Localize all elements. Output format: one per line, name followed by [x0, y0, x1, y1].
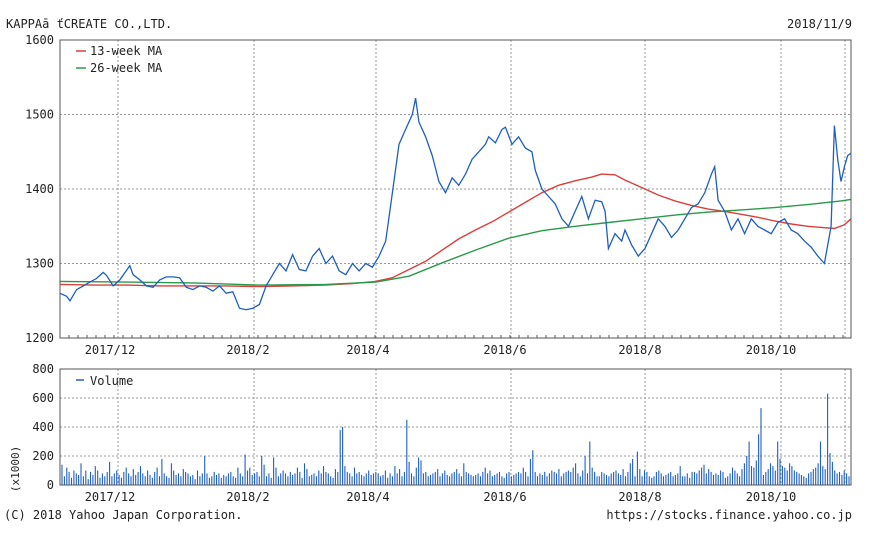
price-y-tick-label: 1400	[25, 182, 54, 196]
price-plot-frame	[59, 39, 852, 339]
price-x-tick-label: 2017/12	[85, 343, 136, 357]
company-name: KAPPAā ťCREATE CO.,LTD.	[6, 17, 172, 31]
volume-plot-frame	[59, 368, 852, 486]
series-line-13-week-ma	[59, 173, 852, 288]
legend-label: 26-week MA	[90, 61, 163, 75]
source-url[interactable]: https://stocks.finance.yahoo.co.jp	[606, 508, 852, 522]
price-panel: 1600 1500 1400 1300 1200 2017/12 2018/2 2018/4 2…	[25, 33, 852, 357]
price-y-tick-label: 1300	[25, 257, 54, 271]
volume-y-tick-label: 0	[47, 478, 54, 492]
legend-label: Volume	[90, 374, 133, 388]
volume-x-tick-label: 2018/6	[483, 490, 526, 504]
volume-panel: 800 600 400 200 0 2017/12 2018/2 2018/4 2018/6 20…	[9, 362, 852, 504]
legend-label: 13-week MA	[90, 44, 163, 58]
price-y-tick-label: 1600	[25, 33, 54, 47]
volume-y-tick-label: 400	[32, 420, 54, 434]
price-y-tick-label: 1200	[25, 331, 54, 345]
volume-x-tick-label: 2018/8	[618, 490, 661, 504]
volume-y-tick-label: 600	[32, 391, 54, 405]
volume-x-tick-label: 2018/10	[746, 490, 797, 504]
copyright-text: (C) 2018 Yahoo Japan Corporation.	[4, 508, 242, 522]
price-y-tick-label: 1500	[25, 108, 54, 122]
volume-y-tick-label: 800	[32, 362, 54, 376]
volume-y-tick-label: 200	[32, 449, 54, 463]
chart-date: 2018/11/9	[787, 17, 852, 31]
price-x-tick-label: 2018/6	[483, 343, 526, 357]
series-line-price	[59, 97, 852, 311]
series-line-26-week-ma	[59, 198, 852, 286]
price-x-tick-label: 2018/10	[746, 343, 797, 357]
volume-x-tick-label: 2017/12	[85, 490, 136, 504]
volume-unit-label: (x1000)	[9, 446, 22, 492]
price-x-tick-label: 2018/8	[618, 343, 661, 357]
price-x-tick-label: 2018/4	[346, 343, 389, 357]
price-x-tick-label: 2018/2	[226, 343, 269, 357]
volume-x-tick-label: 2018/4	[346, 490, 389, 504]
volume-x-tick-label: 2018/2	[226, 490, 269, 504]
